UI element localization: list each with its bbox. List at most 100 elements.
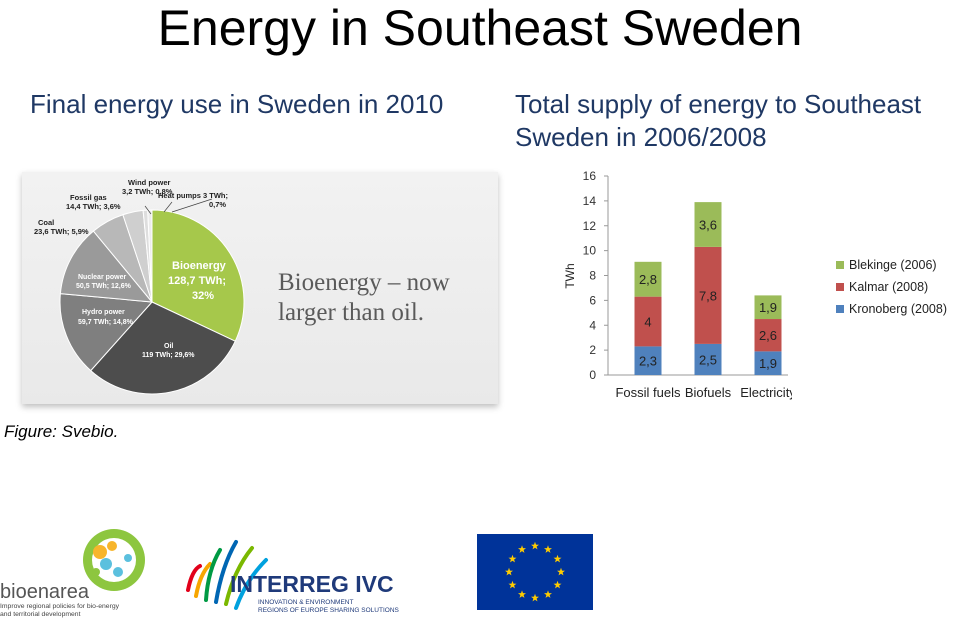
bioenarea-tagline: and territorial development — [0, 611, 81, 618]
bar-segment-blekinge-fossil-fuels — [634, 261, 662, 297]
eu-star-icon — [544, 590, 552, 598]
y-tick-label: 2 — [589, 343, 596, 357]
bar-value-label: 1,9 — [759, 300, 777, 315]
bar-segment-kalmar-biofuels — [694, 246, 722, 344]
logo-dot — [107, 541, 117, 551]
leader-line — [144, 205, 152, 215]
pie-slice-hydro-power — [59, 293, 154, 372]
bar-section-heading: Total supply of energy to Southeast Swed… — [515, 89, 922, 152]
pie-chart-figure: Wind power 3,2 TWh; 0,8% Fossil gas 14,4… — [22, 172, 498, 404]
pie-label-fossil-gas-value: 14,4 TWh; 3,6% — [66, 202, 121, 211]
bar-value-label: 7,8 — [699, 288, 717, 303]
pie-label-bioenergy-value: 128,7 TWh; — [168, 275, 226, 287]
y-tick-label: 8 — [589, 269, 596, 283]
pie-slogan: Bioenergy – now larger than oil. — [278, 269, 450, 326]
interreg-logo: INTERREG IVC INNOVATION & ENVIRONMENT RE… — [186, 540, 400, 614]
interreg-wordmark: INTERREG IVC — [230, 571, 394, 597]
logo-dot — [100, 558, 112, 570]
bar-value-label: 2,6 — [759, 328, 777, 343]
eu-star-icon — [518, 590, 526, 598]
pie-label-hydro: Hydro power — [82, 309, 125, 316]
bar-value-label: 2,3 — [639, 354, 657, 369]
bioenarea-wordmark: bioenarea — [0, 581, 90, 603]
pie-label-nuclear-value: 50,5 TWh; 12,6% — [76, 283, 132, 290]
bar-segment-kronoberg-electricity — [754, 351, 782, 375]
logo-dot — [93, 545, 107, 559]
legend-swatch — [836, 261, 844, 269]
page-title: Energy in Southeast Sweden — [157, 0, 803, 56]
stacked-bar-chart: TWh 0 2 4 6 8 10 12 14 16 2,3 4 2,8 2,5 7,8 3,6 1,9 2,6… — [563, 169, 792, 400]
pie-slice-oil — [90, 301, 236, 395]
bar-value-label: 3,6 — [699, 218, 717, 233]
pie-label-wind-value: 3,2 TWh; 0,8% — [122, 187, 173, 196]
y-tick-label: 0 — [589, 368, 596, 382]
logo-dot — [124, 554, 132, 562]
leader-line — [171, 198, 213, 213]
legend-item-blekinge: Blekinge (2006) — [836, 254, 947, 276]
legend-item-kalmar: Kalmar (2008) — [836, 276, 947, 298]
bar-value-label: 4 — [644, 315, 651, 330]
x-category-label: Biofuels — [685, 385, 732, 400]
pie-label-oil: Oil — [164, 343, 173, 350]
legend-swatch — [836, 283, 844, 291]
bar-value-label: 2,8 — [639, 272, 657, 287]
eu-star-icon — [553, 554, 562, 563]
x-category-label: Electricity — [740, 385, 792, 400]
x-labels: Fossil fuels Biofuels Electricity — [615, 385, 792, 400]
pie-label-oil-value: 119 TWh; 29,6% — [142, 352, 195, 359]
chart-legend: Blekinge (2006) Kalmar (2008) Kronoberg … — [836, 254, 947, 320]
pie-label-fossil-gas: Fossil gas — [70, 193, 107, 202]
eu-star-icon — [508, 554, 517, 563]
pie-label-bioenergy-percent: 32% — [192, 290, 214, 302]
bar-value-label: 1,9 — [759, 356, 777, 371]
y-tick-label: 6 — [589, 293, 596, 307]
pie-label-wind: Wind power — [128, 178, 171, 187]
pie-label-heat-pumps-value: 0,7% — [209, 200, 226, 209]
eu-star-icon — [557, 567, 565, 576]
eu-star-icon — [518, 545, 526, 553]
bar-segment-kalmar-electricity — [754, 319, 782, 352]
interreg-tagline: REGIONS OF EUROPE SHARING SOLUTIONS — [258, 607, 400, 614]
pie-chart: Wind power 3,2 TWh; 0,8% Fossil gas 14,4… — [34, 178, 245, 395]
pie-slice-bioenergy — [151, 209, 245, 342]
eu-star-icon — [553, 580, 562, 589]
bar-segment-blekinge-electricity — [754, 295, 782, 320]
eu-flag-logo — [477, 534, 593, 610]
pie-label-nuclear: Nuclear power — [78, 274, 127, 281]
legend-swatch — [836, 305, 844, 313]
eu-star-icon — [531, 593, 539, 602]
pie-section-heading: Final energy use in Sweden in 2010 — [30, 89, 444, 119]
bar-value-label: 2,5 — [699, 352, 717, 367]
bars: 2,3 4 2,8 2,5 7,8 3,6 1,9 2,6 1,9 — [634, 202, 782, 375]
pie-label-coal-value: 23,6 TWh; 5,9% — [34, 227, 89, 236]
eu-star-icon — [544, 545, 552, 553]
eu-stars — [505, 541, 565, 602]
y-tick-label: 16 — [583, 169, 597, 183]
y-axis-title: TWh — [563, 263, 577, 288]
legend-label: Kronoberg (2008) — [849, 302, 947, 316]
bioenarea-logo: bioenarea Improve regional policies for … — [0, 529, 145, 618]
logo-dot — [92, 568, 100, 576]
legend-label: Kalmar (2008) — [849, 280, 929, 294]
eu-star-icon — [531, 541, 539, 550]
legend-label: Blekinge (2006) — [849, 258, 937, 272]
bar-segment-kalmar-fossil-fuels — [634, 296, 662, 347]
pie-label-hydro-value: 59,7 TWh; 14,8% — [78, 319, 134, 326]
figure-caption: Figure: Svebio. — [4, 422, 119, 441]
y-tick-label: 14 — [583, 194, 597, 208]
legend-item-kronoberg: Kronoberg (2008) — [836, 298, 947, 320]
eu-star-icon — [508, 580, 517, 589]
interreg-swoosh-icon — [186, 540, 268, 610]
y-ticks: 0 2 4 6 8 10 12 14 16 — [583, 169, 608, 382]
bar-segment-blekinge-biofuels — [694, 202, 722, 247]
pie-slice-nuclear-power — [59, 230, 154, 303]
pie-label-bioenergy: Bioenergy — [172, 260, 227, 272]
bar-segment-kronoberg-fossil-fuels — [634, 346, 662, 375]
pie-label-heat-pumps: Heat pumps 3 TWh; — [158, 191, 228, 200]
eu-star-icon — [505, 567, 513, 576]
bar-segment-kronoberg-biofuels — [694, 343, 722, 375]
logo-dot — [113, 567, 123, 577]
interreg-tagline: INNOVATION & ENVIRONMENT — [258, 599, 353, 606]
leader-line — [163, 201, 173, 213]
pie-slices — [59, 209, 245, 395]
